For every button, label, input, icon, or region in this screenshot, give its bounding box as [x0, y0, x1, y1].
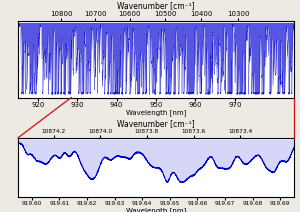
X-axis label: Wavenumber [cm⁻¹]: Wavenumber [cm⁻¹] — [117, 1, 195, 10]
X-axis label: Wavenumber [cm⁻¹]: Wavenumber [cm⁻¹] — [117, 119, 195, 128]
X-axis label: Wavelength [nm]: Wavelength [nm] — [126, 208, 186, 212]
X-axis label: Wavelength [nm]: Wavelength [nm] — [126, 109, 186, 116]
